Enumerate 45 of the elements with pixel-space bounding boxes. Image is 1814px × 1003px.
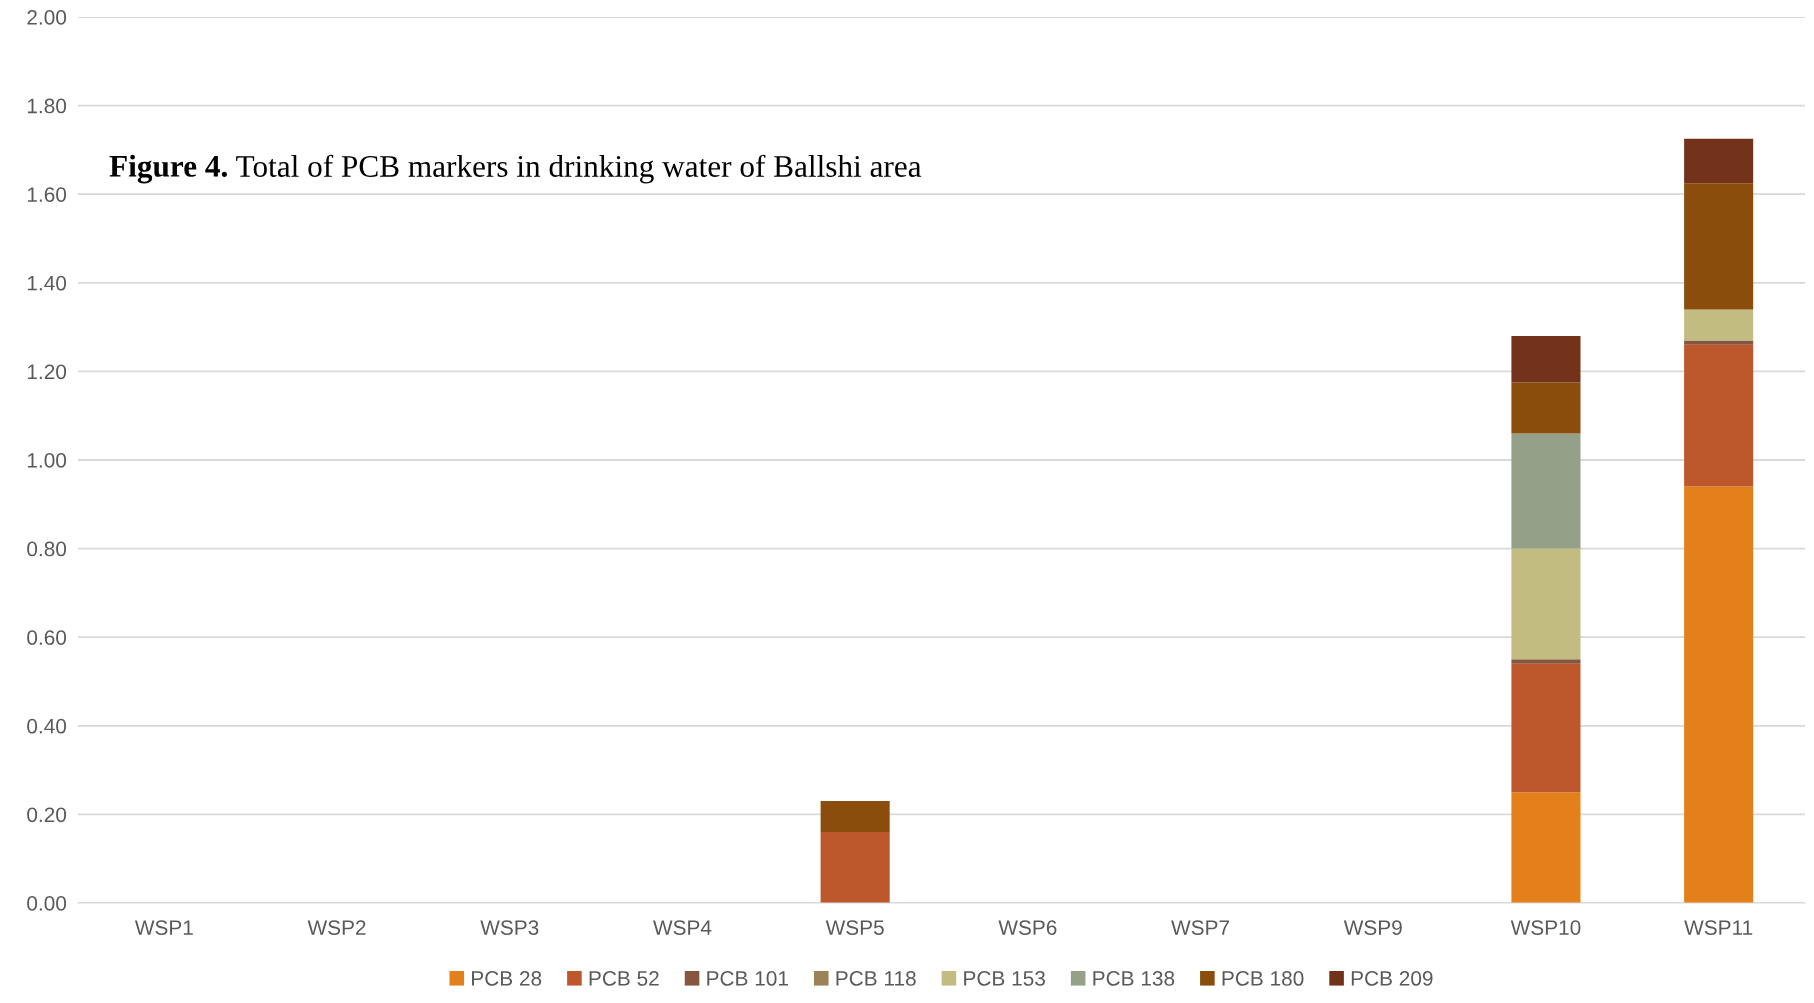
x-tick-label: WSP11 [1684, 920, 1753, 935]
x-tick-label: WSP4 [653, 920, 712, 935]
y-tick-label: 1.20 [27, 364, 67, 380]
x-tick-label: WSP3 [480, 920, 539, 935]
legend-label: PCB 138 [1093, 971, 1175, 986]
y-tick-label: 0.20 [27, 807, 67, 823]
x-tick-label: WSP2 [307, 920, 366, 935]
x-tick-label: WSP9 [1343, 920, 1402, 935]
bar [1511, 382, 1581, 434]
legend-label: PCB 180 [1222, 971, 1304, 986]
bar [1511, 433, 1581, 549]
y-tick-label: 1.80 [27, 98, 67, 114]
bar [1684, 340, 1754, 345]
legend-label: PCB 28 [472, 971, 542, 986]
bar [820, 832, 890, 903]
bar [1684, 183, 1754, 310]
legend-label: PCB 209 [1351, 971, 1433, 986]
bar [1684, 486, 1754, 903]
bar [1684, 309, 1754, 341]
bar [1684, 138, 1754, 184]
x-tick-label: WSP5 [825, 920, 884, 935]
x-tick-label: WSP10 [1510, 920, 1581, 935]
bar [1511, 335, 1581, 383]
y-tick-label: 0.00 [27, 896, 67, 911]
legend-label: PCB 118 [836, 971, 916, 986]
y-tick-label: 2.00 [27, 10, 67, 25]
legend-label: PCB 52 [589, 971, 659, 986]
bar [1511, 548, 1581, 660]
x-tick-label: WSP7 [1171, 920, 1230, 935]
y-tick-label: 0.60 [27, 630, 67, 645]
y-tick-label: 0.80 [27, 541, 67, 557]
bar [1511, 663, 1581, 793]
y-tick-label: 1.00 [27, 453, 67, 468]
legend-label: PCB 153 [964, 971, 1045, 986]
bar [1684, 344, 1754, 487]
x-tick-label: WSP1 [134, 920, 193, 935]
y-tick-label: 1.40 [27, 275, 67, 291]
y-tick-label: 0.40 [27, 718, 67, 734]
bar [1511, 659, 1581, 664]
x-tick-label: WSP6 [998, 920, 1057, 935]
text: Figure 4. Total of PCB markers in drinking water of Ballshi area [109, 154, 922, 184]
legend-label: PCB 101 [707, 971, 788, 986]
bar [820, 801, 890, 833]
y-tick-label: 1.60 [27, 187, 67, 202]
bar [1511, 792, 1581, 903]
